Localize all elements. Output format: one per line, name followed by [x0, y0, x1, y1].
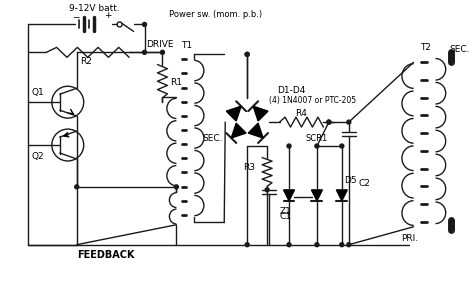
Text: R2: R2	[80, 57, 92, 66]
Circle shape	[327, 120, 331, 124]
Polygon shape	[253, 106, 268, 121]
Text: SEC.: SEC.	[202, 134, 222, 142]
Text: PRI.: PRI.	[401, 234, 419, 243]
Text: D1-D4: D1-D4	[277, 86, 305, 95]
Text: 9-12V batt.: 9-12V batt.	[69, 4, 119, 13]
Text: SEC.: SEC.	[449, 45, 470, 54]
Circle shape	[265, 188, 269, 192]
Circle shape	[340, 144, 344, 148]
Text: D5: D5	[344, 176, 356, 185]
Circle shape	[161, 50, 164, 54]
Circle shape	[340, 243, 344, 247]
Text: T2: T2	[420, 43, 431, 52]
Circle shape	[174, 185, 178, 189]
Polygon shape	[311, 190, 322, 201]
Text: SCR1: SCR1	[306, 134, 328, 142]
Text: (4) 1N4007 or PTC-205: (4) 1N4007 or PTC-205	[269, 96, 356, 105]
Text: R4: R4	[295, 109, 308, 118]
Text: Q2: Q2	[31, 153, 44, 161]
Text: R1: R1	[171, 78, 182, 87]
Polygon shape	[248, 123, 263, 138]
Circle shape	[245, 243, 249, 247]
Circle shape	[245, 52, 249, 56]
Circle shape	[347, 120, 351, 124]
Text: T1: T1	[181, 41, 192, 50]
Text: −: −	[72, 12, 80, 21]
Text: Power sw. (mom. p.b.): Power sw. (mom. p.b.)	[169, 10, 263, 19]
Circle shape	[287, 144, 291, 148]
Circle shape	[245, 52, 249, 56]
Circle shape	[315, 243, 319, 247]
Polygon shape	[226, 106, 241, 121]
Circle shape	[143, 22, 146, 26]
Text: +: +	[104, 11, 111, 20]
Circle shape	[347, 243, 351, 247]
Polygon shape	[337, 190, 347, 201]
Circle shape	[143, 50, 146, 54]
Text: Z1: Z1	[280, 207, 292, 216]
Text: DRIVE: DRIVE	[146, 40, 174, 49]
Polygon shape	[231, 123, 246, 138]
Text: C1: C1	[279, 212, 291, 221]
Text: C2: C2	[359, 179, 371, 188]
Text: FEEDBACK: FEEDBACK	[77, 250, 135, 260]
Circle shape	[327, 120, 331, 124]
Polygon shape	[283, 190, 294, 201]
Circle shape	[75, 185, 79, 189]
Circle shape	[315, 144, 319, 148]
Text: R3: R3	[243, 163, 255, 173]
Text: Q1: Q1	[31, 88, 44, 97]
Circle shape	[287, 243, 291, 247]
